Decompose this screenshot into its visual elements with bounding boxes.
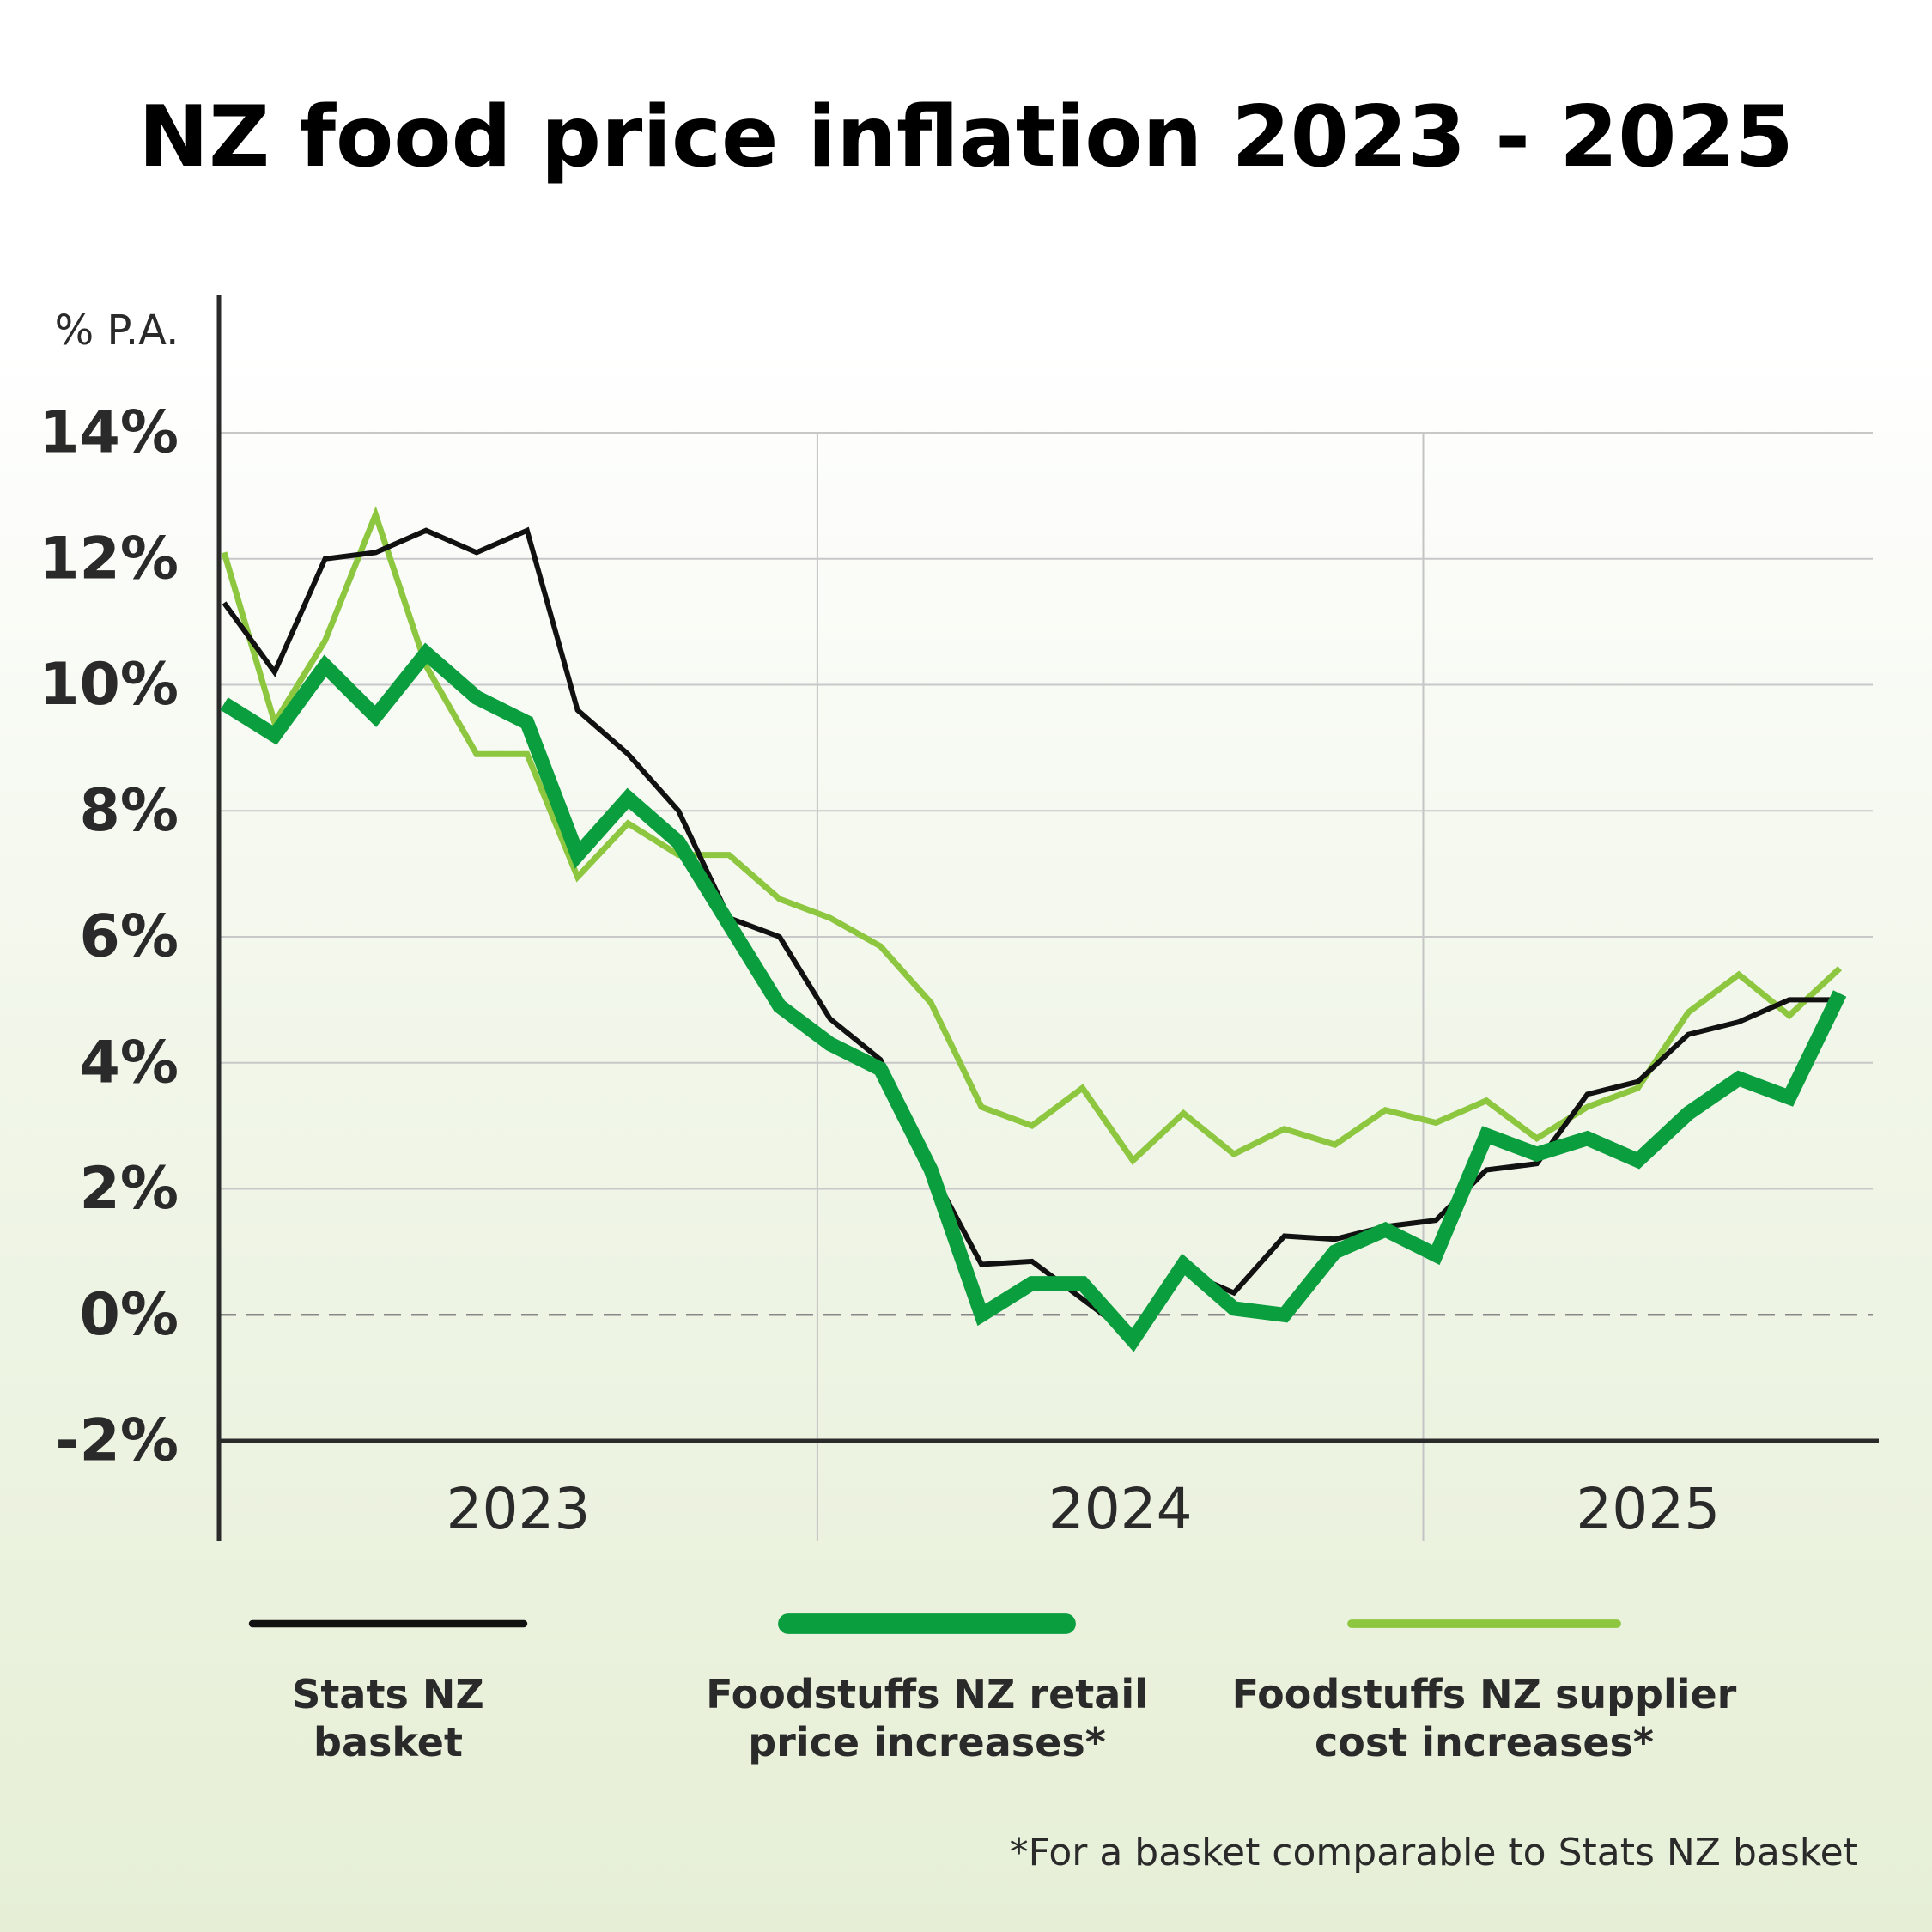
legend-label: Foodstuffs NZ retail price increases* — [706, 1671, 1148, 1765]
y-tick-label: 10% — [39, 651, 179, 719]
y-tick-label: 12% — [39, 525, 179, 592]
y-tick-label: 8% — [80, 777, 179, 845]
x-tick-label: 2023 — [446, 1476, 590, 1542]
y-tick-label: 6% — [80, 903, 179, 971]
y-tick-label: 2% — [80, 1155, 179, 1223]
legend-label: Stats NZ basket — [292, 1671, 484, 1765]
footnote: *For a basket comparable to Stats NZ bas… — [1010, 1831, 1858, 1874]
legend-label: Foodstuffs NZ supplier cost increases* — [1231, 1671, 1737, 1765]
x-tick-label: 2024 — [1048, 1476, 1193, 1542]
series-line — [220, 642, 1847, 1352]
y-tick-label: 14% — [39, 399, 179, 467]
x-tick-label: 2025 — [1576, 1476, 1720, 1542]
y-tick-label: 0% — [80, 1281, 179, 1349]
y-axis-label: % P.A. — [55, 307, 179, 355]
y-tick-label: -2% — [55, 1407, 179, 1475]
y-tick-label: 4% — [80, 1029, 179, 1097]
series-line — [222, 526, 1840, 1341]
chart-title: NZ food price inflation 2023 - 2025 — [138, 88, 1794, 186]
